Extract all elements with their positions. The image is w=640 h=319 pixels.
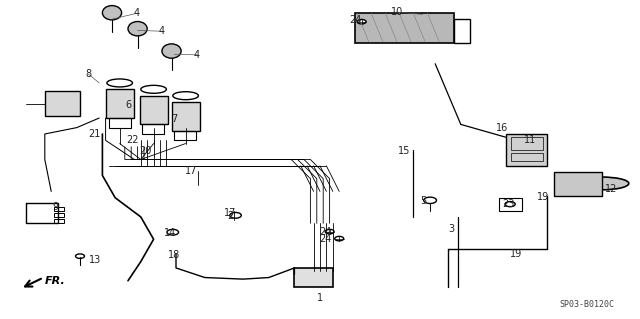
Bar <box>511 153 543 161</box>
Bar <box>54 207 64 211</box>
Text: 4: 4 <box>158 26 164 36</box>
Text: 7: 7 <box>171 114 177 124</box>
Text: 17: 17 <box>184 166 197 176</box>
Bar <box>45 91 80 116</box>
Bar <box>174 131 196 140</box>
Circle shape <box>230 212 241 218</box>
Text: 19: 19 <box>509 249 522 259</box>
Bar <box>54 219 64 223</box>
Bar <box>142 124 164 134</box>
Bar <box>499 198 522 211</box>
Text: 21: 21 <box>88 129 101 139</box>
Circle shape <box>76 254 84 258</box>
Text: 8: 8 <box>85 69 92 79</box>
Bar <box>109 118 131 128</box>
Text: 15: 15 <box>398 145 411 156</box>
Bar <box>511 137 543 150</box>
Text: 3: 3 <box>449 224 455 234</box>
Circle shape <box>325 229 334 234</box>
Bar <box>355 13 454 43</box>
Circle shape <box>335 236 344 241</box>
Text: 24: 24 <box>319 227 332 237</box>
Ellipse shape <box>102 5 122 20</box>
Bar <box>554 172 602 196</box>
Text: 4: 4 <box>194 50 200 60</box>
Bar <box>454 19 470 43</box>
Text: FR.: FR. <box>45 276 65 286</box>
Ellipse shape <box>162 44 181 58</box>
Text: 5: 5 <box>420 196 427 206</box>
Text: 12: 12 <box>605 184 618 194</box>
Text: 9: 9 <box>52 202 58 212</box>
Text: 24: 24 <box>349 15 362 25</box>
Text: SP03-B0120C: SP03-B0120C <box>559 300 614 309</box>
Circle shape <box>424 197 436 204</box>
Text: 18: 18 <box>168 250 180 260</box>
Text: 10: 10 <box>390 7 403 17</box>
Circle shape <box>505 202 515 207</box>
Bar <box>106 89 134 118</box>
Text: 6: 6 <box>125 100 131 110</box>
Bar <box>294 268 333 287</box>
Ellipse shape <box>128 21 147 36</box>
Text: 17: 17 <box>224 208 237 218</box>
Text: 2: 2 <box>227 211 234 221</box>
Text: 23: 23 <box>502 199 515 209</box>
Text: 4: 4 <box>133 8 140 19</box>
Text: 13: 13 <box>88 255 101 265</box>
Circle shape <box>357 19 366 24</box>
Bar <box>54 213 64 217</box>
Text: 22: 22 <box>126 135 139 145</box>
Text: 11: 11 <box>524 135 536 145</box>
Text: 19: 19 <box>536 192 549 202</box>
Bar <box>506 134 547 166</box>
Text: 14: 14 <box>163 228 176 238</box>
Text: 16: 16 <box>495 123 508 133</box>
Text: 24: 24 <box>319 234 332 244</box>
Bar <box>172 102 200 131</box>
Ellipse shape <box>574 177 628 190</box>
Bar <box>140 96 168 124</box>
Text: 1: 1 <box>317 293 323 303</box>
Text: 20: 20 <box>140 145 152 156</box>
Circle shape <box>167 229 179 235</box>
